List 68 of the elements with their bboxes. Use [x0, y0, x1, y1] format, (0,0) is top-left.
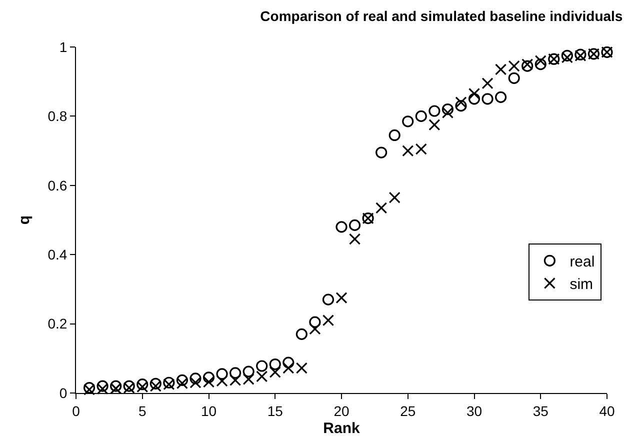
point: [534, 58, 546, 70]
point: [348, 219, 361, 231]
point: [269, 358, 281, 370]
point: [495, 91, 507, 103]
point: [110, 380, 122, 392]
y-tick-label: 0: [59, 384, 68, 401]
point: [96, 380, 108, 392]
point: [348, 233, 361, 245]
y-tick-label: 0.6: [48, 177, 68, 194]
point: [415, 143, 427, 155]
x-tick-label: 5: [138, 402, 146, 419]
point: [455, 100, 467, 112]
point: [256, 370, 268, 382]
y-tick-label: 1: [59, 38, 68, 55]
point: [388, 192, 400, 204]
chart-title: Comparison of real and simulated baseline individuals: [260, 8, 623, 24]
point: [336, 292, 348, 304]
point: [309, 316, 321, 328]
legend-label: sim: [570, 276, 594, 293]
point: [190, 372, 202, 384]
point: [150, 378, 162, 390]
point: [534, 55, 546, 67]
point: [242, 366, 254, 378]
point: [428, 119, 440, 131]
point: [269, 366, 281, 378]
point: [296, 328, 308, 340]
point: [376, 146, 388, 158]
point: [508, 60, 520, 72]
x-tick-label: 40: [599, 402, 615, 419]
x-tick-label: 20: [334, 402, 350, 419]
point: [282, 356, 294, 368]
point: [455, 96, 467, 108]
point: [256, 360, 268, 372]
point: [428, 105, 440, 117]
x-tick-label: 15: [267, 402, 284, 419]
point: [468, 93, 480, 105]
point: [136, 378, 148, 390]
point: [336, 221, 348, 233]
y-tick-label: 0.2: [48, 316, 68, 332]
point: [322, 294, 334, 306]
point: [402, 116, 414, 128]
point: [508, 72, 520, 84]
point: [482, 93, 494, 105]
point: [216, 368, 228, 380]
point: [402, 145, 414, 157]
x-tick-label: 35: [532, 402, 549, 419]
x-tick-label: 0: [72, 402, 80, 419]
y-axis-title: q: [16, 215, 33, 225]
x-tick-label: 30: [466, 402, 482, 419]
x-tick-label: 25: [400, 402, 416, 419]
point: [468, 88, 480, 100]
legend-label: real: [570, 254, 595, 270]
x-axis-title: Rank: [323, 420, 360, 437]
point: [309, 323, 321, 335]
point: [376, 202, 388, 214]
point: [442, 103, 454, 116]
point: [415, 110, 427, 122]
x-tick-label: 10: [200, 402, 217, 419]
point: [176, 374, 188, 386]
point: [495, 64, 507, 76]
y-tick-label: 0.4: [48, 246, 68, 262]
point: [230, 367, 242, 379]
point: [482, 78, 494, 90]
point: [322, 314, 334, 326]
y-tick-label: 0.8: [48, 108, 68, 124]
point: [388, 129, 400, 142]
point: [202, 372, 215, 384]
point: [442, 106, 454, 119]
